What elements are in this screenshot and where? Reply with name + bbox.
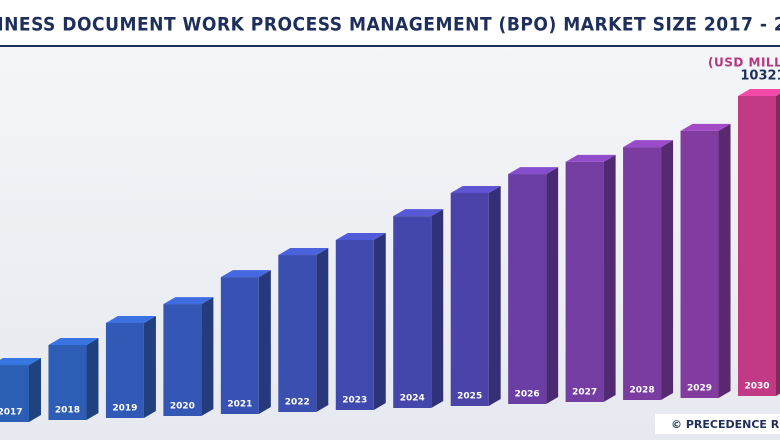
- bar-side: [661, 140, 674, 400]
- bar-top: [565, 154, 616, 162]
- bar: [393, 216, 432, 408]
- bar-top: [220, 270, 271, 278]
- bar-top: [623, 140, 674, 148]
- bar-top: [163, 297, 214, 305]
- bar-top: [48, 338, 99, 346]
- bar-category-label: 2024: [400, 394, 425, 404]
- unit-label: (USD MILLIO: [708, 56, 780, 70]
- bar-side: [29, 358, 41, 422]
- bar-side: [258, 270, 271, 414]
- value-label: 10321: [740, 69, 780, 84]
- bar-category-label: 2029: [687, 384, 712, 394]
- bar-top: [105, 315, 156, 323]
- bar-side: [776, 93, 780, 396]
- bar-side: [718, 123, 731, 398]
- bar-category-label: 2028: [630, 386, 655, 396]
- bar: [508, 174, 547, 404]
- bar-side: [431, 209, 444, 408]
- bar-category-label: 2020: [170, 402, 195, 412]
- bar: [0, 365, 29, 422]
- bar-top: [278, 248, 329, 256]
- bar-category-label: 2022: [285, 398, 310, 408]
- bar: [738, 96, 776, 396]
- bar-top: [738, 89, 780, 96]
- bar: [565, 161, 604, 402]
- bar-side: [316, 248, 329, 412]
- bar: [623, 147, 662, 400]
- bar-top: [393, 209, 444, 217]
- bar-side: [201, 297, 214, 416]
- bar: [450, 192, 489, 406]
- bar-top: [450, 185, 501, 193]
- bar-side: [603, 154, 616, 402]
- footer-band: [655, 414, 780, 434]
- bar-side: [143, 315, 156, 418]
- bar: [163, 304, 202, 416]
- bar-category-label: 2027: [572, 388, 597, 398]
- bar: [680, 130, 719, 398]
- chart-title: BUSINESS DOCUMENT WORK PROCESS MANAGEMEN…: [0, 14, 780, 36]
- bar-side: [546, 167, 559, 404]
- bar-category-label: 2018: [55, 406, 80, 416]
- bar: [220, 277, 259, 414]
- bars: 2017 2018 2019 2020 2021 2022 2023 2024 2025 2026…: [0, 69, 780, 422]
- footer: © PRECEDENCE RES: [671, 418, 780, 431]
- bar-category-label: 2026: [515, 390, 540, 400]
- bar-side: [373, 232, 386, 410]
- bar: [105, 322, 144, 418]
- bar: [278, 255, 317, 412]
- bar-category-label: 2030: [744, 382, 769, 392]
- bar-top: [680, 123, 731, 131]
- bar-side: [86, 338, 99, 420]
- bar-top: [335, 232, 386, 240]
- bar: [335, 239, 374, 410]
- bar-top: [0, 358, 41, 366]
- bar-category-label: 2017: [0, 408, 23, 418]
- bar-category-label: 2025: [457, 392, 482, 402]
- bar-category-label: 2023: [342, 396, 367, 406]
- bar-category-label: 2021: [227, 400, 252, 410]
- bar-side: [488, 185, 501, 406]
- title-band: [0, 0, 780, 46]
- bar: [48, 345, 87, 420]
- bar-top: [508, 167, 559, 175]
- bar-category-label: 2019: [112, 404, 137, 414]
